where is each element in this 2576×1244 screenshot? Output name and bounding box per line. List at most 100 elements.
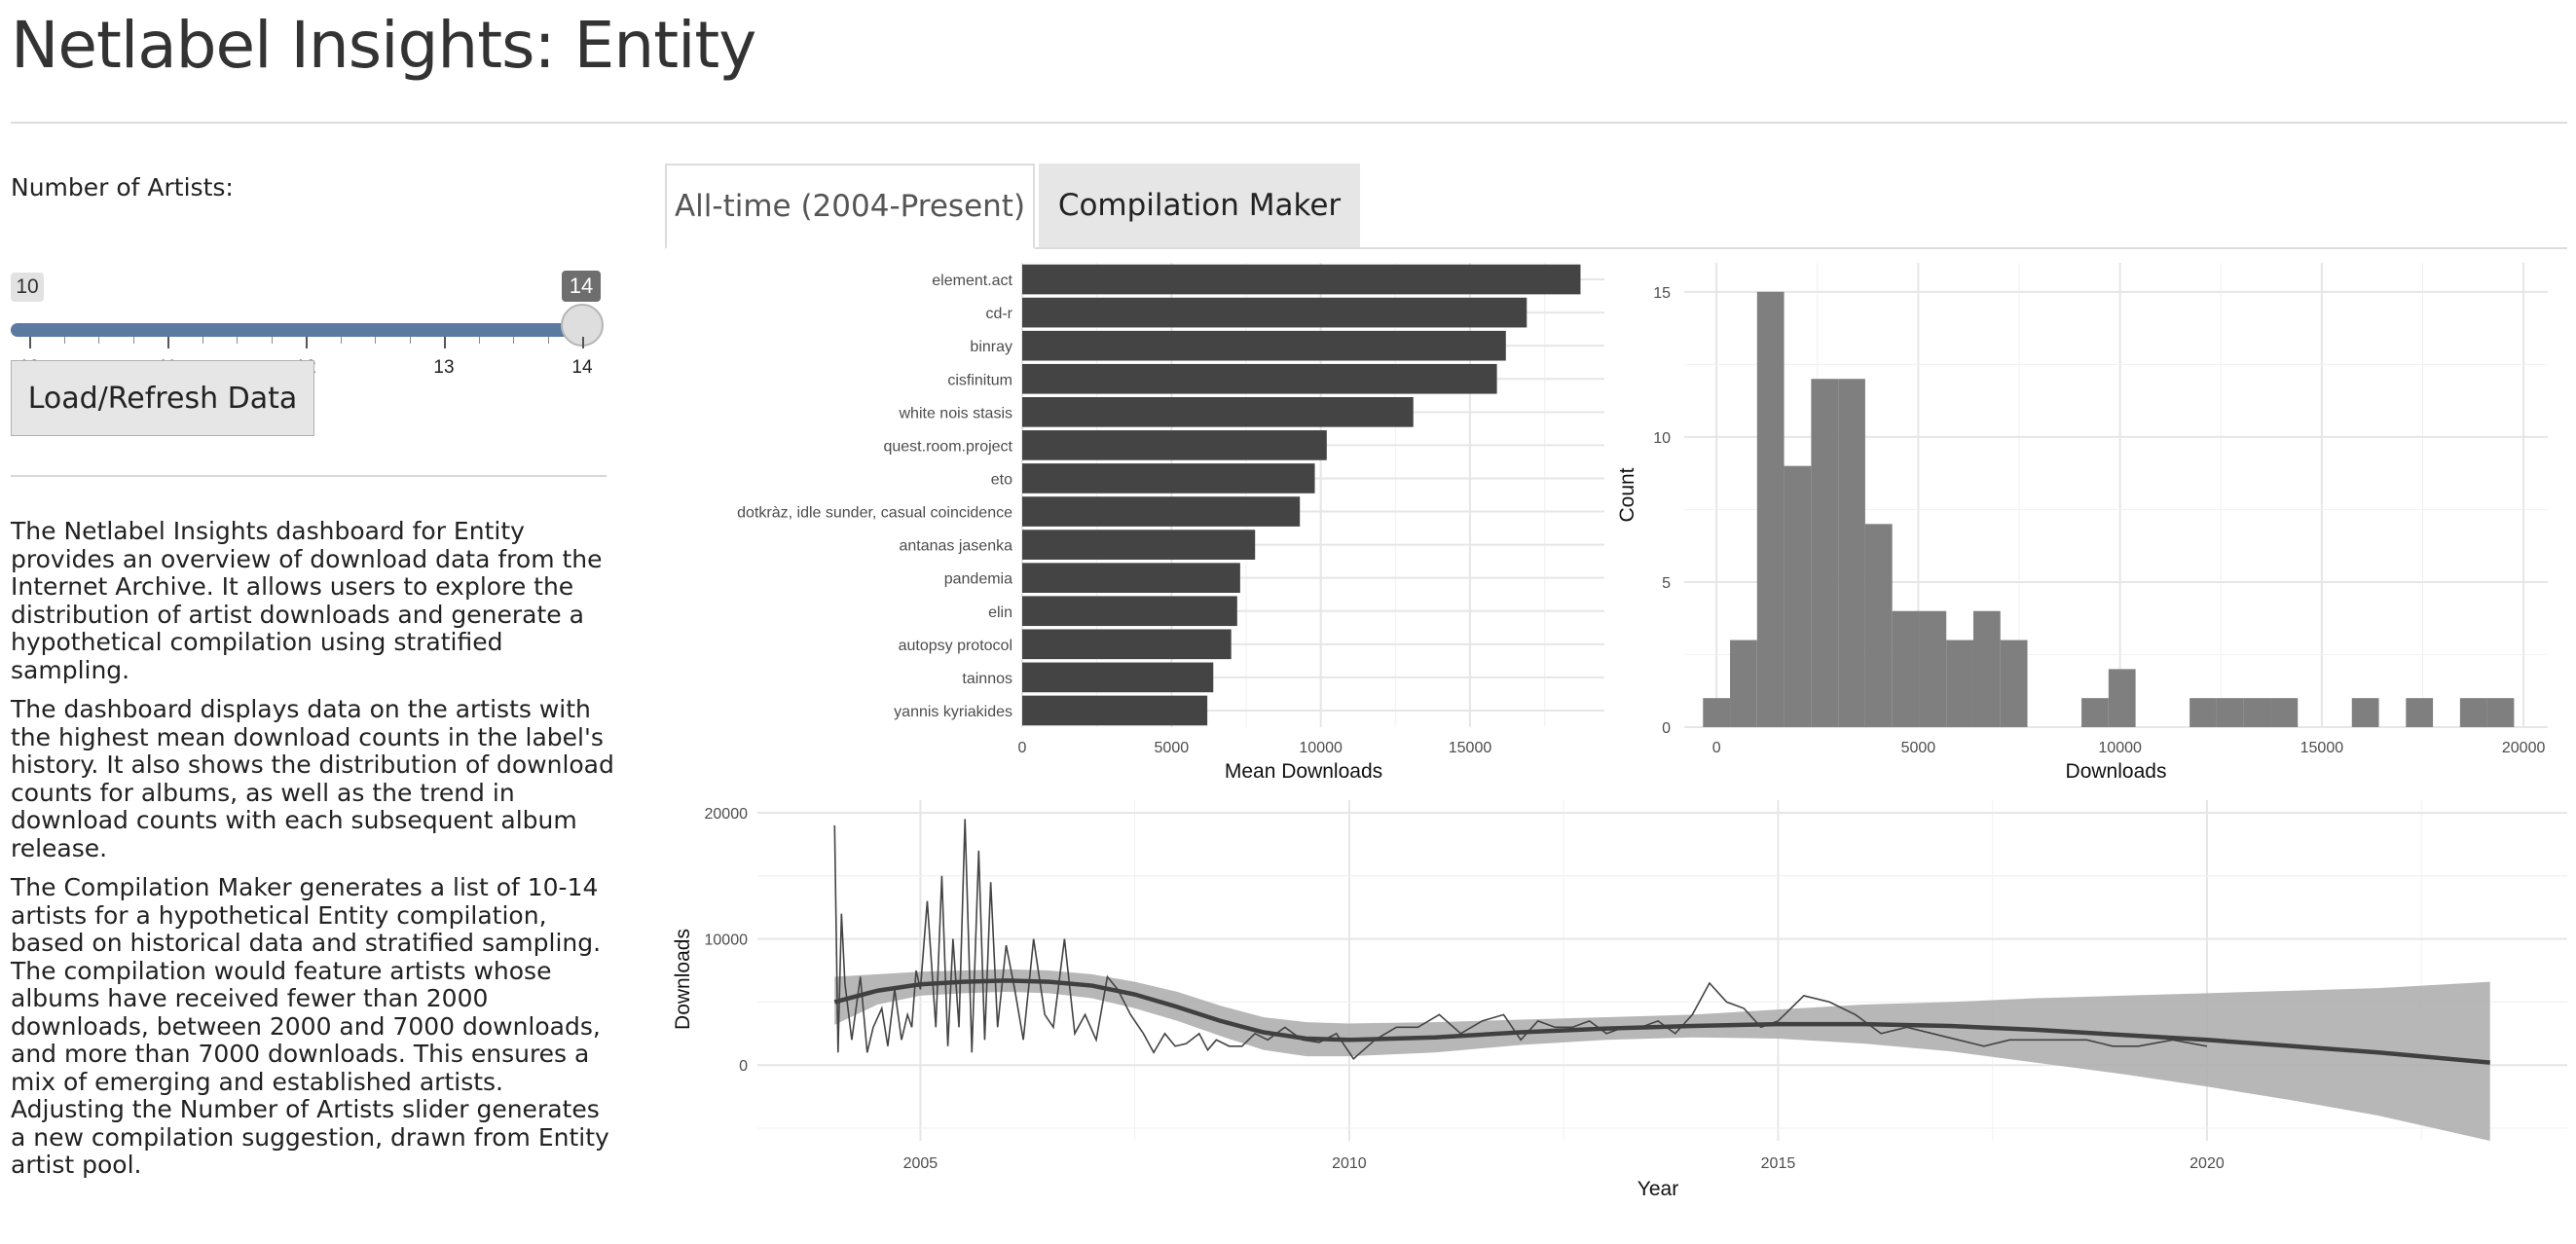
- bar: [1022, 530, 1256, 560]
- downloads-histogram: 0 5000 10000 15000 20000 0 5 10 15 Downloads Count: [1616, 263, 2548, 783]
- description-paragraph: The dashboard displays data on the artis…: [11, 695, 614, 862]
- histogram-bar: [1756, 291, 1785, 727]
- bar: [1022, 629, 1232, 660]
- confidence-band: [834, 969, 2490, 1141]
- x-axis-title: Downloads: [2066, 760, 2167, 783]
- slider-tick: [29, 337, 31, 348]
- category-label: quest.room.project: [883, 438, 1012, 455]
- histogram-bar: [2108, 669, 2136, 727]
- x-tick-label: 0: [1712, 740, 1721, 756]
- histogram-bar: [1972, 610, 2001, 727]
- y-tick-label: 15: [1653, 285, 1671, 302]
- bar: [1022, 430, 1327, 460]
- tab-compilation-maker[interactable]: Compilation Maker: [1039, 164, 1360, 247]
- histogram-bar: [2459, 698, 2487, 727]
- mean-downloads-bar-chart: element.act cd-r binray cisfinitum white noi…: [737, 263, 1604, 783]
- slider-label: Number of Artists:: [11, 173, 234, 201]
- x-tick-label: 5000: [1901, 740, 1936, 756]
- slider-tick: [409, 337, 411, 344]
- slider-tick: [202, 337, 203, 344]
- y-axis-title: Count: [1616, 467, 1638, 522]
- load-refresh-button[interactable]: Load/Refresh Data: [11, 360, 314, 436]
- slider-tick: [237, 337, 238, 344]
- x-tick-label: 2015: [1761, 1155, 1796, 1172]
- slider-track[interactable]: [11, 323, 573, 337]
- x-tick-label: 15000: [2300, 740, 2344, 756]
- description: The Netlabel Insights dashboard for Enti…: [11, 517, 614, 1191]
- description-paragraph: The Netlabel Insights dashboard for Enti…: [11, 517, 603, 684]
- bar: [1022, 463, 1315, 494]
- x-tick-label: 2005: [903, 1155, 938, 1172]
- histogram-bar: [2406, 698, 2434, 727]
- category-label: elin: [988, 604, 1012, 621]
- y-tick-label: 20000: [705, 806, 749, 823]
- histogram-bar: [1864, 524, 1893, 727]
- category-label: binray: [970, 339, 1012, 355]
- histogram-bar: [2351, 698, 2379, 727]
- slider-tick: [513, 337, 514, 344]
- slider-tick-label: 13: [433, 357, 455, 378]
- category-label: element.act: [932, 273, 1012, 289]
- y-tick-label: 0: [1662, 720, 1671, 737]
- category-label: autopsy protocol: [899, 638, 1012, 654]
- slider-tick: [132, 337, 134, 344]
- category-label: tainnos: [962, 671, 1012, 687]
- x-axis-title: Mean Downloads: [1225, 760, 1382, 783]
- y-tick-label: 10: [1653, 430, 1671, 447]
- histogram-bar: [1811, 379, 1839, 727]
- slider-handle[interactable]: [561, 304, 604, 347]
- histogram-bar: [2243, 698, 2271, 727]
- histogram-bar: [2486, 698, 2515, 727]
- histogram-bar: [1892, 610, 1920, 727]
- x-tick-label: 20000: [2502, 740, 2546, 756]
- title-divider: [11, 122, 2567, 124]
- bar: [1022, 596, 1237, 627]
- slider-tick: [167, 337, 169, 348]
- trend-line: [833, 978, 2490, 1065]
- histogram-bar: [1730, 640, 1757, 727]
- artist-count-slider[interactable]: 10 14 1011121314: [11, 214, 607, 378]
- slider-min-value: 10: [11, 273, 44, 302]
- histogram-bar: [1919, 610, 1947, 727]
- x-tick-label: 0: [1018, 740, 1027, 756]
- slider-tick: [478, 337, 480, 344]
- histogram-bar: [1703, 698, 1731, 727]
- bar: [1022, 496, 1301, 527]
- category-label: dotkràz, idle sunder, casual coincidence: [737, 505, 1012, 522]
- downloads-line: [833, 819, 2208, 1060]
- x-tick-label: 2010: [1332, 1155, 1367, 1172]
- tab-all-time[interactable]: All-time (2004-Present): [665, 164, 1035, 249]
- x-tick-label: 5000: [1155, 740, 1190, 756]
- category-label: cisfinitum: [947, 372, 1012, 388]
- x-tick-label: 10000: [2098, 740, 2142, 756]
- histogram-bar: [2081, 698, 2109, 727]
- bar: [1022, 264, 1581, 295]
- slider-tick: [63, 337, 65, 344]
- bar: [1022, 363, 1497, 394]
- bar: [1022, 330, 1506, 361]
- slider-tick: [98, 337, 99, 344]
- slider-tick: [375, 337, 376, 344]
- histogram-bar: [1838, 379, 1865, 727]
- x-tick-label: 15000: [1449, 740, 1492, 756]
- histogram-bar: [2216, 698, 2244, 727]
- bar: [1022, 297, 1527, 328]
- x-tick-label: 10000: [1299, 740, 1343, 756]
- bar: [1022, 695, 1208, 726]
- bar: [1022, 662, 1214, 693]
- category-label: pandemia: [944, 571, 1012, 588]
- histogram-bar: [2000, 640, 2028, 727]
- sidebar-divider: [11, 475, 607, 477]
- downloads-trend-chart: 2005 2010 2015 2020 0 10000 20000 Year Downloads: [672, 800, 2567, 1200]
- y-axis-title: Downloads: [672, 929, 694, 1030]
- category-label: antanas jasenka: [899, 538, 1012, 555]
- slider-tick: [306, 337, 308, 348]
- x-tick-label: 2020: [2190, 1155, 2225, 1172]
- y-tick-label: 10000: [705, 933, 749, 949]
- histogram-bar: [1784, 465, 1812, 727]
- x-axis-title: Year: [1638, 1178, 1678, 1200]
- page-title: Netlabel Insights: Entity: [11, 8, 756, 83]
- category-label: yannis kyriakides: [894, 704, 1012, 720]
- histogram-bar: [2270, 698, 2299, 727]
- slider-tick-label: 14: [571, 357, 593, 378]
